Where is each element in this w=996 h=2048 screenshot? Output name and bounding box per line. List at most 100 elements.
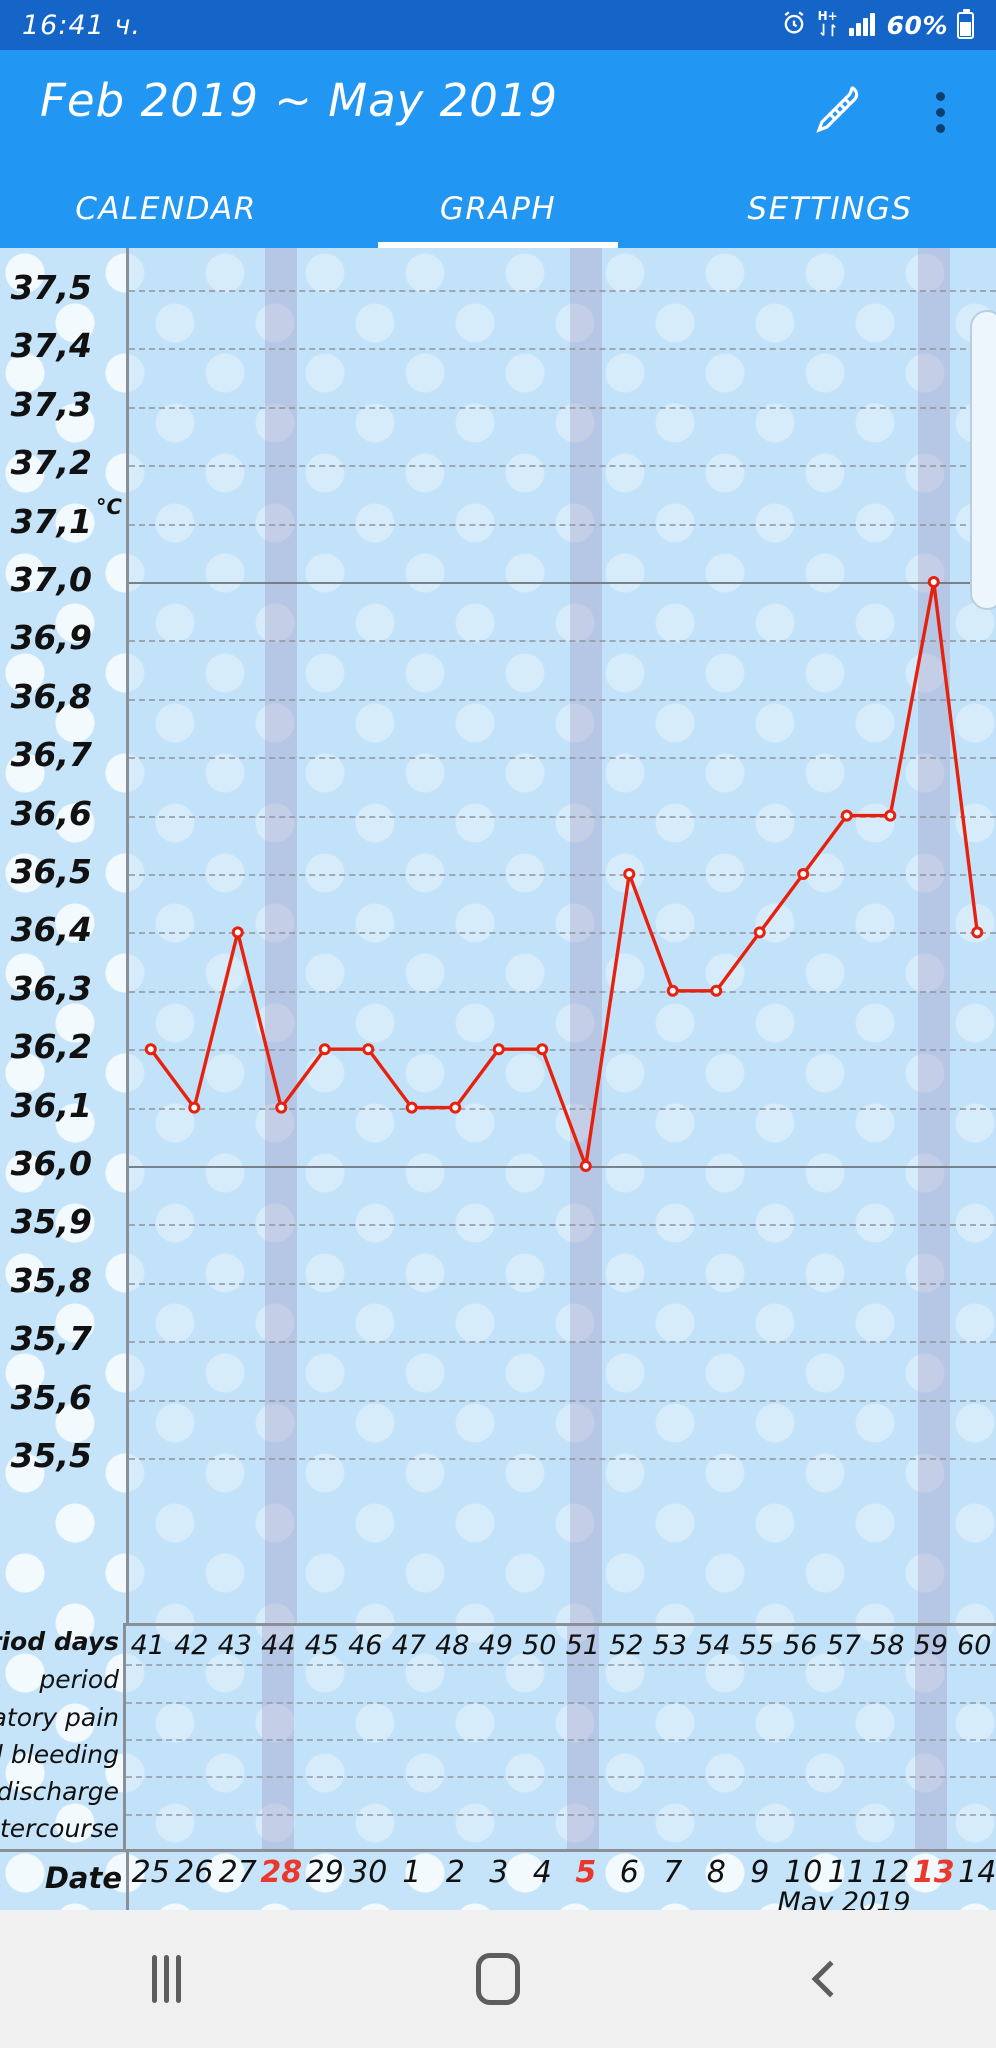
recent-apps-icon[interactable]: [0, 1955, 332, 2003]
overflow-menu-icon[interactable]: [912, 80, 968, 144]
plot-area[interactable]: [126, 248, 996, 1623]
data-point[interactable]: [579, 1160, 592, 1172]
date-8: 8: [706, 1855, 726, 1890]
gridline: [129, 874, 996, 876]
data-point[interactable]: [405, 1101, 418, 1114]
data-point[interactable]: [971, 926, 984, 939]
scroll-indicator[interactable]: [970, 310, 996, 610]
data-point[interactable]: [666, 984, 679, 997]
data-point[interactable]: [144, 1043, 157, 1056]
y-axis-tick-36-9: 36,9: [10, 618, 92, 658]
data-point[interactable]: [275, 1101, 288, 1114]
back-icon[interactable]: [664, 1960, 996, 1998]
period-day-58: 58: [870, 1630, 905, 1661]
y-axis-tick-37-5: 37,5: [10, 268, 92, 307]
date-1: 1: [402, 1855, 422, 1890]
date-7: 7: [663, 1855, 683, 1890]
highlight-band: [914, 1626, 947, 1849]
gridline: [129, 523, 996, 526]
app-bar: Feb 2019 ~ May 2019: [0, 50, 996, 170]
gridline: [129, 348, 996, 351]
data-point[interactable]: [231, 926, 244, 939]
data-point[interactable]: [797, 868, 810, 880]
gridline: [129, 1166, 996, 1168]
y-axis-tick-35-9: 35,9: [10, 1202, 92, 1242]
month-label: May 2019: [777, 1887, 911, 1910]
y-axis-tick-35-6: 35,6: [10, 1377, 92, 1417]
gridline: [129, 1458, 996, 1460]
gridline: [129, 1282, 996, 1285]
y-axis-tick-36-4: 36,4: [10, 910, 92, 950]
period-day-42: 42: [174, 1630, 209, 1661]
date-14: 14: [958, 1855, 996, 1890]
status-bar-icons: H+ 60%: [780, 8, 974, 41]
data-point[interactable]: [536, 1043, 549, 1056]
row-label-period-days: Period days: [0, 1627, 119, 1656]
temperature-series: [144, 576, 984, 1172]
row-label-vaginal-bleeding: vaginal bleeding: [0, 1740, 119, 1769]
date-4: 4: [532, 1855, 552, 1890]
graph-panel: °C 37,5 37,4 37,3 37,2 37,1 37,0 36,9 36,8 36,7 3…: [0, 248, 996, 1910]
date-9: 9: [750, 1855, 770, 1890]
y-axis-tick-36-5: 36,5: [10, 852, 92, 891]
data-point[interactable]: [362, 1043, 375, 1056]
date-27: 27: [218, 1855, 257, 1890]
date-11: 11: [827, 1855, 866, 1890]
symptom-cells[interactable]: 41 42 43 44 45 46 47 48 49 50 51 52 53 54 55 56 57 58 59 60: [126, 1623, 996, 1849]
data-point[interactable]: [927, 576, 940, 588]
date-5: 5: [575, 1855, 597, 1890]
data-point[interactable]: [492, 1043, 505, 1056]
period-day-46: 46: [348, 1630, 383, 1661]
period-day-51: 51: [565, 1630, 600, 1661]
symptom-row-labels: Period days period ovulatory pain vagina…: [0, 1623, 126, 1849]
gridline: [129, 290, 996, 292]
symptom-table: Period days period ovulatory pain vagina…: [0, 1623, 996, 1910]
thermometer-icon[interactable]: [804, 80, 868, 144]
period-day-44: 44: [261, 1630, 296, 1661]
gridline: [129, 698, 996, 701]
date-row-label: Date: [44, 1861, 122, 1895]
home-icon[interactable]: [332, 1953, 664, 2005]
highlight-band: [917, 248, 950, 1623]
data-point[interactable]: [753, 926, 766, 939]
gridline: [129, 1399, 996, 1402]
system-nav-bar: [0, 1910, 996, 2048]
data-point[interactable]: [840, 809, 853, 822]
date-30: 30: [349, 1855, 388, 1890]
period-day-45: 45: [304, 1630, 339, 1661]
gridline: [129, 1341, 996, 1344]
date-row: 25 26 27 28 29 30 1 2 3 4 5 6 7 8 9 10 11 12 13 14 May 2019: [126, 1851, 996, 1910]
period-day-49: 49: [478, 1630, 513, 1661]
data-point[interactable]: [884, 809, 897, 822]
data-point[interactable]: [449, 1101, 462, 1114]
period-day-55: 55: [739, 1630, 774, 1661]
date-6: 6: [619, 1855, 639, 1890]
period-day-52: 52: [609, 1630, 644, 1661]
battery-percent-label: 60%: [886, 10, 948, 40]
y-axis-tick-37-1: 37,1: [10, 501, 92, 541]
data-point[interactable]: [623, 868, 636, 880]
date-28: 28: [260, 1855, 303, 1890]
tab-settings[interactable]: SETTINGS: [747, 191, 913, 227]
data-point[interactable]: [318, 1043, 331, 1056]
battery-icon: [957, 8, 974, 39]
tab-graph[interactable]: GRAPH: [332, 170, 664, 248]
date-25: 25: [131, 1855, 170, 1890]
y-axis-tick-36-0: 36,0: [10, 1144, 92, 1183]
period-day-53: 53: [652, 1630, 687, 1661]
date-2: 2: [445, 1855, 465, 1890]
period-day-59: 59: [913, 1630, 948, 1661]
gridline: [129, 932, 996, 935]
highlight-band: [566, 1626, 599, 1849]
date-10: 10: [784, 1855, 823, 1890]
y-axis-tick-36-6: 36,6: [10, 793, 92, 833]
status-bar: 16:41 ч. H+ 60%: [0, 0, 996, 50]
temperature-unit-label: °C: [96, 495, 122, 519]
tab-calendar[interactable]: CALENDAR: [75, 191, 257, 227]
date-26: 26: [175, 1855, 214, 1890]
y-axis-tick-36-2: 36,2: [10, 1027, 92, 1067]
highlight-band: [569, 248, 602, 1623]
y-axis-tick-35-7: 35,7: [10, 1319, 92, 1359]
data-point[interactable]: [188, 1101, 201, 1114]
data-point[interactable]: [710, 984, 723, 997]
